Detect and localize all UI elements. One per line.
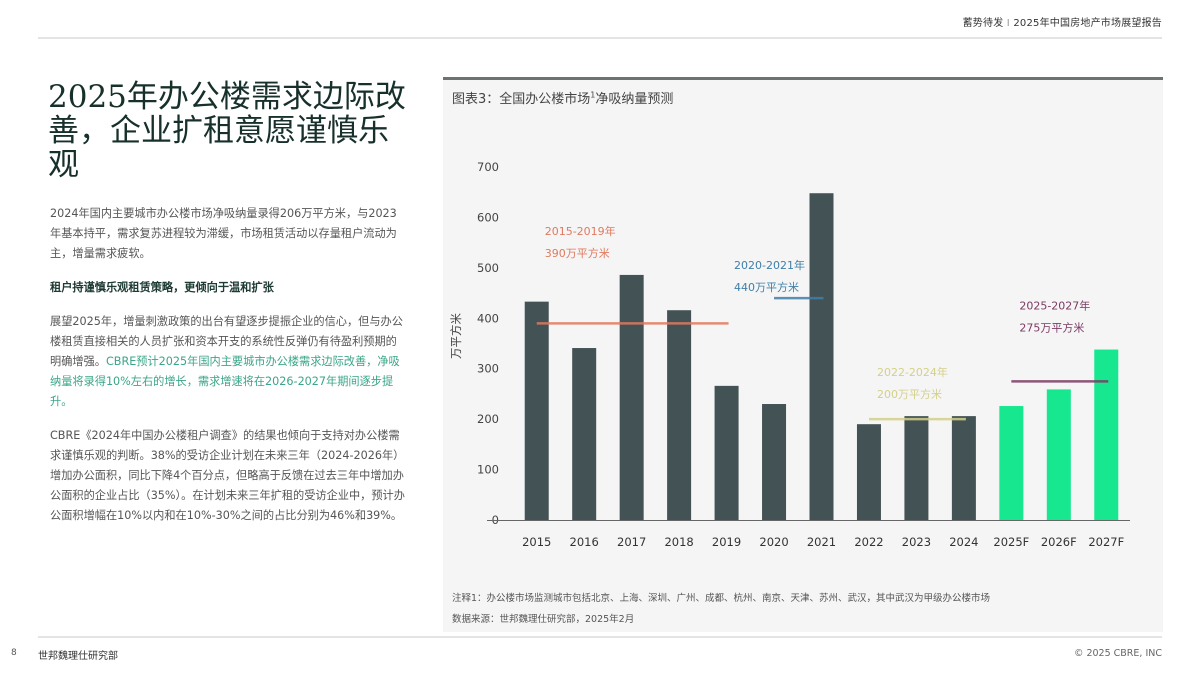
x-tick-label: 2020 (759, 535, 788, 549)
y-axis-label: 万平方米 (449, 313, 463, 359)
chart-title: 图表3：全国办公楼市场1净吸纳量预测 (452, 88, 673, 107)
report-header: 蓄势待发 I 2025年中国房地产市场展望报告 (963, 14, 1162, 29)
average-period-label: 2025-2027年 (1019, 299, 1090, 313)
average-value-label: 275万平方米 (1019, 321, 1084, 335)
footer-dept: 世邦魏理仕研究部 (38, 651, 118, 662)
x-tick-label: 2026F (1041, 535, 1077, 549)
y-tick-label: 400 (477, 311, 499, 325)
paragraph-1: 2024年国内主要城市办公楼市场净吸纳量录得206万平方米，与2023年基本持平… (50, 207, 397, 260)
header-report-title: 2025年中国房地产市场展望报告 (1013, 18, 1162, 29)
bar-2016 (572, 348, 597, 520)
chart-title-footnote: 1 (590, 90, 596, 100)
y-tick-label: 300 (477, 362, 499, 376)
y-tick-label: 100 (477, 463, 499, 477)
x-tick-label: 2018 (664, 535, 693, 549)
average-period-label: 2020-2021年 (734, 258, 805, 272)
y-tick-label: 500 (477, 261, 499, 275)
x-tick-label: 2027F (1088, 535, 1124, 549)
average-period-label: 2022-2024年 (877, 365, 948, 379)
y-tick-label: 600 (477, 210, 499, 224)
header-divider (38, 37, 1162, 39)
copyright: © 2025 CBRE, INC (1073, 648, 1162, 659)
bar-2022 (856, 424, 881, 520)
bar-2024 (951, 416, 976, 520)
chart-source: 数据来源：世邦魏理仕研究部，2025年2月 (452, 614, 635, 625)
bar-2015 (524, 301, 549, 520)
chart-note: 注释1：办公楼市场监测城市包括北京、上海、深圳、广州、成都、杭州、南京、天津、苏… (452, 593, 991, 604)
bar-2021 (809, 193, 834, 521)
bar-chart: 0100200300400500600700万平方米20152016201720… (449, 160, 1130, 549)
subheading: 租户持谨慎乐观租赁策略，更倾向于温和扩张 (50, 281, 274, 294)
paragraph-2-text: 展望2025年，增量刺激政策的出台有望逐步提振企业的信心，但与办公楼租赁直接相关… (50, 315, 403, 368)
x-tick-label: 2025F (993, 535, 1029, 549)
bar-2020 (762, 404, 787, 520)
paragraph-2: 展望2025年，增量刺激政策的出台有望逐步提振企业的信心，但与办公楼租赁直接相关… (50, 312, 405, 412)
chart-title-text: 图表3：全国办公楼市场 (452, 92, 591, 107)
chart-title-suffix: 净吸纳量预测 (595, 92, 674, 107)
header-separator: I (1006, 18, 1010, 29)
page-number: 8 (11, 648, 17, 658)
header-section: 蓄势待发 (962, 18, 1004, 29)
average-period-label: 2015-2019年 (545, 224, 616, 238)
bar-2019 (714, 385, 739, 520)
x-tick-label: 2023 (902, 535, 931, 549)
bar-2023 (904, 416, 929, 520)
bar-2018 (667, 310, 692, 520)
x-tick-label: 2019 (712, 535, 741, 549)
chart-panel (443, 77, 1163, 632)
x-tick-label: 2017 (617, 535, 646, 549)
footer-divider (38, 636, 1162, 638)
average-value-label: 440万平方米 (734, 280, 799, 294)
x-tick-label: 2022 (854, 535, 883, 549)
paragraph-3: CBRE《2024年中国办公楼租户调查》的结果也倾向于支持对办公楼需求谨慎乐观的… (50, 429, 405, 522)
bar-2025F (999, 406, 1024, 520)
bar-2017 (619, 274, 644, 520)
bar-2026F (1046, 389, 1071, 520)
x-tick-label: 2021 (807, 535, 836, 549)
y-tick-label: 200 (477, 412, 499, 426)
body-text: 2024年国内主要城市办公楼市场净吸纳量录得206万平方米，与2023年基本持平… (50, 204, 405, 540)
bar-2027F (1094, 349, 1119, 520)
average-value-label: 200万平方米 (877, 387, 942, 401)
average-value-label: 390万平方米 (545, 246, 610, 260)
x-tick-label: 2016 (570, 535, 599, 549)
page-title: 2025年办公楼需求边际改善，企业扩租意愿谨慎乐观 (48, 79, 406, 183)
paragraph-2-highlight: CBRE预计2025年国内主要城市办公楼需求边际改善，净吸纳量将录得10%左右的… (50, 355, 400, 408)
x-tick-label: 2024 (949, 535, 978, 549)
y-tick-label: 700 (477, 160, 499, 174)
x-tick-label: 2015 (522, 535, 551, 549)
